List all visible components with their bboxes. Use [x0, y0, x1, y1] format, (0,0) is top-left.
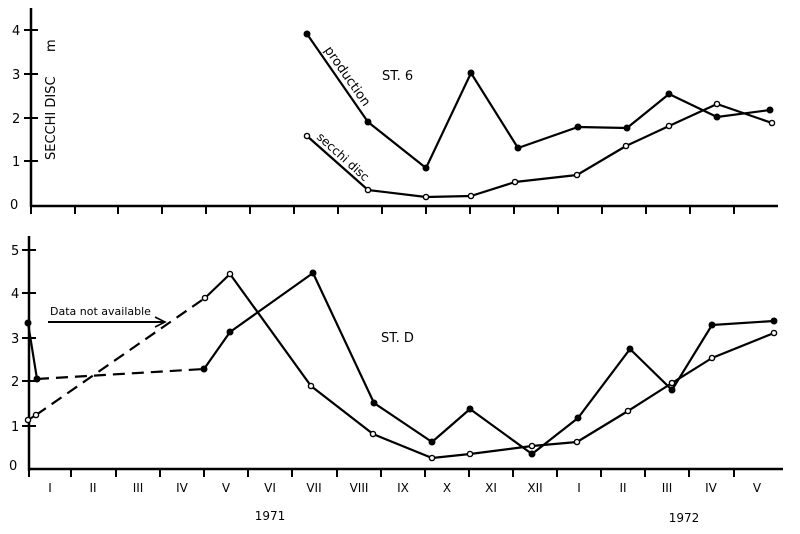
top-secchi-points — [303, 100, 776, 201]
top-y-ticks — [24, 29, 38, 162]
top-y-tick-labels: 4 3 2 1 0 — [10, 24, 20, 213]
data-not-available-annotation: Data not available — [50, 305, 151, 318]
top-y-axis-unit: m — [44, 39, 59, 52]
bottom-y-label-0: 0 — [9, 459, 17, 474]
bottom-secchi-line — [204, 272, 775, 460]
month-label: II — [619, 481, 626, 495]
bottom-y-label-5: 5 — [11, 244, 19, 259]
bottom-y-label-1: 1 — [11, 420, 19, 435]
bottom-y-tick-labels: 5 4 3 2 1 0 — [9, 244, 19, 474]
top-production-points — [303, 30, 774, 172]
top-secchi-line — [306, 102, 773, 199]
bottom-station-label: ST. D — [381, 331, 414, 346]
bottom-production-line-gap — [36, 367, 205, 381]
bottom-production-line-start — [26, 322, 39, 380]
month-label: IV — [705, 481, 718, 495]
month-label: IV — [176, 481, 189, 495]
month-label: VIII — [350, 481, 369, 495]
bottom-y-label-2: 2 — [11, 375, 19, 390]
month-label: V — [222, 481, 231, 495]
month-label: VI — [264, 481, 276, 495]
month-label: IX — [397, 481, 409, 495]
month-label: III — [133, 481, 144, 495]
top-y-label-1: 1 — [12, 155, 20, 170]
top-x-ticks — [30, 206, 735, 214]
top-secchi-series-label: secchi disc — [314, 130, 372, 184]
bottom-production-line — [203, 271, 775, 456]
bottom-y-label-3: 3 — [11, 332, 19, 347]
top-y-axis-title: SECCHI DISC — [44, 76, 59, 160]
month-label: I — [48, 481, 52, 495]
bottom-secchi-points — [24, 270, 778, 462]
year-label-1971: 1971 — [255, 509, 286, 523]
top-station-label: ST. 6 — [382, 69, 413, 84]
bottom-panel: 5 4 3 2 1 0 I — [9, 236, 783, 525]
top-production-line — [306, 33, 771, 170]
month-label: V — [753, 481, 762, 495]
bottom-production-points — [24, 269, 778, 458]
month-label: I — [577, 481, 581, 495]
x-month-labels: I II III IV V VI VII VIII IX X XI XII I … — [48, 481, 762, 495]
top-y-label-3: 3 — [12, 68, 20, 83]
month-label: X — [443, 481, 451, 495]
month-label: XII — [527, 481, 542, 495]
month-label: VII — [306, 481, 321, 495]
top-panel: 4 3 2 1 0 SECCHI DISC m — [10, 8, 778, 214]
month-label: XI — [485, 481, 497, 495]
bottom-y-label-4: 4 — [11, 287, 19, 302]
top-y-label-0: 0 — [10, 198, 18, 213]
top-production-series-label: production — [321, 44, 373, 110]
month-label: II — [89, 481, 96, 495]
bottom-secchi-line-gap — [35, 297, 206, 416]
month-label: III — [662, 481, 673, 495]
year-label-1972: 1972 — [669, 511, 700, 525]
top-y-label-2: 2 — [12, 112, 20, 127]
arrow-right-icon — [48, 316, 167, 328]
top-y-label-4: 4 — [12, 24, 20, 39]
bottom-x-ticks — [28, 469, 735, 477]
bottom-y-ticks — [22, 249, 36, 427]
